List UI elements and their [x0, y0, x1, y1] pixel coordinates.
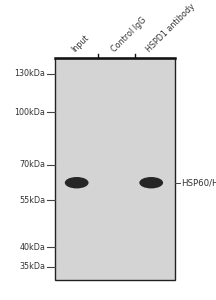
Text: 40kDa: 40kDa [19, 243, 45, 252]
Bar [55, 58, 175, 280]
Ellipse shape [139, 177, 163, 188]
Text: 70kDa: 70kDa [19, 160, 45, 169]
Text: 130kDa: 130kDa [14, 69, 45, 78]
Text: Input: Input [70, 33, 91, 54]
Text: HSPD1 antibody: HSPD1 antibody [145, 2, 197, 54]
Text: Control IgG: Control IgG [109, 16, 148, 54]
Text: 35kDa: 35kDa [19, 262, 45, 271]
Text: 100kDa: 100kDa [14, 108, 45, 117]
Text: HSP60/HSPD1: HSP60/HSPD1 [181, 178, 216, 187]
Ellipse shape [65, 177, 89, 188]
Text: 55kDa: 55kDa [19, 196, 45, 205]
